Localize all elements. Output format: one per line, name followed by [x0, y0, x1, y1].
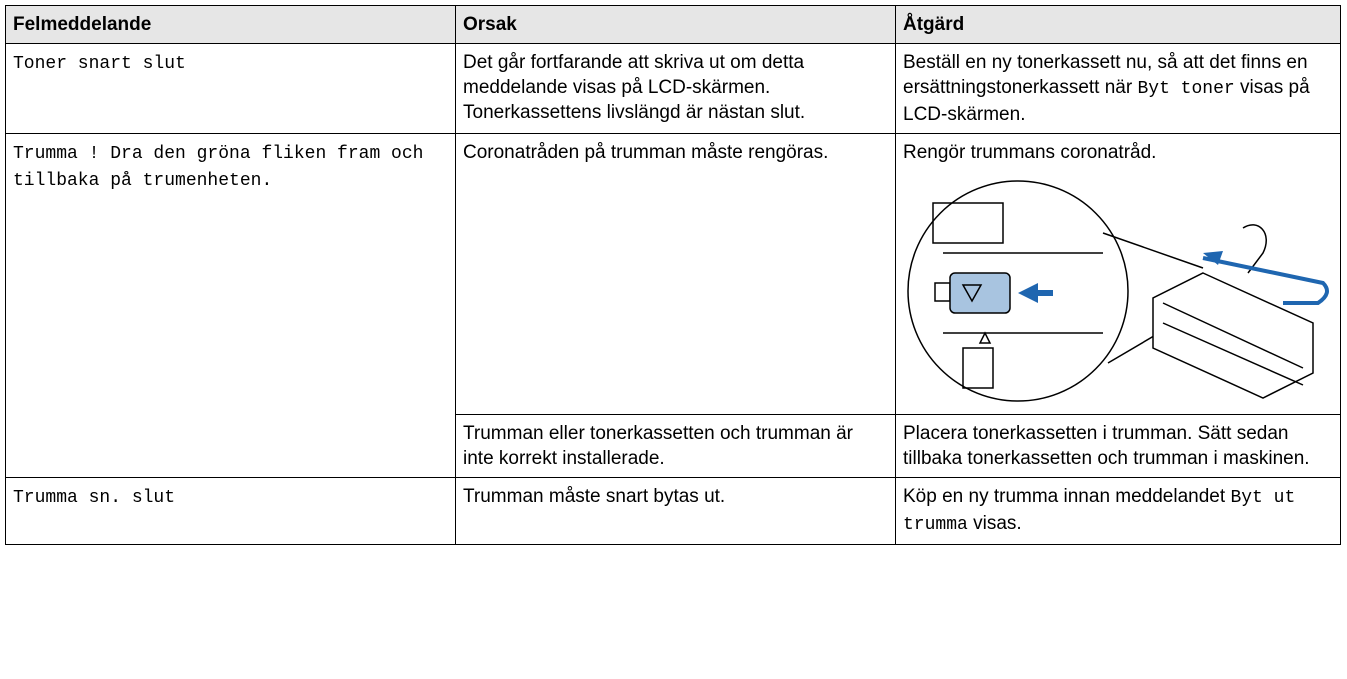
table-row: Trumman eller tonerkassetten och trumman… [6, 414, 1341, 478]
message-cell: Trumma sn. slut [5, 477, 456, 545]
message: Toner snart slut [13, 54, 186, 74]
action-code: Byt ut trumma [903, 488, 1296, 535]
cause: Trumman eller tonerkassetten och trumman… [463, 423, 854, 469]
cause-cell: Trumman måste snart bytas ut. [455, 477, 896, 545]
cause: Det går fortfarande att skriva ut om det… [463, 52, 806, 123]
cause-cell: Trumman eller tonerkassetten och trumman… [455, 414, 896, 478]
header-cell: Felmeddelande [5, 5, 456, 44]
message: Trumma sn. slut [13, 488, 176, 508]
cause-cell: Det går fortfarande att skriva ut om det… [455, 43, 896, 134]
corona-wire-illustration [907, 180, 1329, 402]
action-text: Rengör trummans coronatråd. [903, 142, 1157, 163]
header-row: Felmeddelande Orsak Åtgärd [5, 5, 1341, 44]
action-text: visas. [967, 513, 1022, 534]
action-text: Köp en ny trumma innan meddelandet [903, 486, 1231, 507]
error-table: Felmeddelande Orsak Åtgärd Toner snart slu… [5, 5, 1341, 545]
table-row: Trumma ! Dra den gröna fliken fram och t… [5, 133, 1341, 478]
message-cell: Trumma ! Dra den gröna fliken fram och t… [5, 133, 456, 478]
header-cell: Åtgärd [895, 5, 1341, 44]
action-cell: Beställ en ny tonerkassett nu, så att de… [895, 43, 1341, 134]
table-row: Trumma sn. slut Trumman måste snart bytas… [5, 477, 1341, 545]
table-row: Toner snart slut Det går fortfarande att … [5, 43, 1341, 134]
cause: Trumman måste snart bytas ut. [463, 486, 726, 507]
header-cell: Orsak [455, 5, 896, 44]
action-cell: Köp en ny trumma innan meddelandet Byt u… [895, 477, 1341, 545]
action-code: Byt toner [1137, 79, 1235, 99]
cause-cell: Coronatråden på trumman måste rengöras. [455, 133, 896, 415]
action-cell: Rengör trummans coronatråd. [895, 133, 1341, 415]
table-body: Toner snart slut Det går fortfarande att … [5, 43, 1341, 545]
action-text: Placera tonerkassetten i trumman. Sätt s… [903, 423, 1310, 469]
message-cell: Toner snart slut [5, 43, 456, 134]
action-text: visas på LCD-skärmen. [903, 77, 1310, 125]
action-text: Beställ en ny tonerkassett nu, så att de… [903, 52, 1308, 98]
action-cell: Placera tonerkassetten i trumman. Sätt s… [895, 414, 1341, 478]
cause: Coronatråden på trumman måste rengöras. [463, 142, 829, 163]
message: Trumma ! Dra den gröna fliken fram och t… [13, 144, 424, 191]
